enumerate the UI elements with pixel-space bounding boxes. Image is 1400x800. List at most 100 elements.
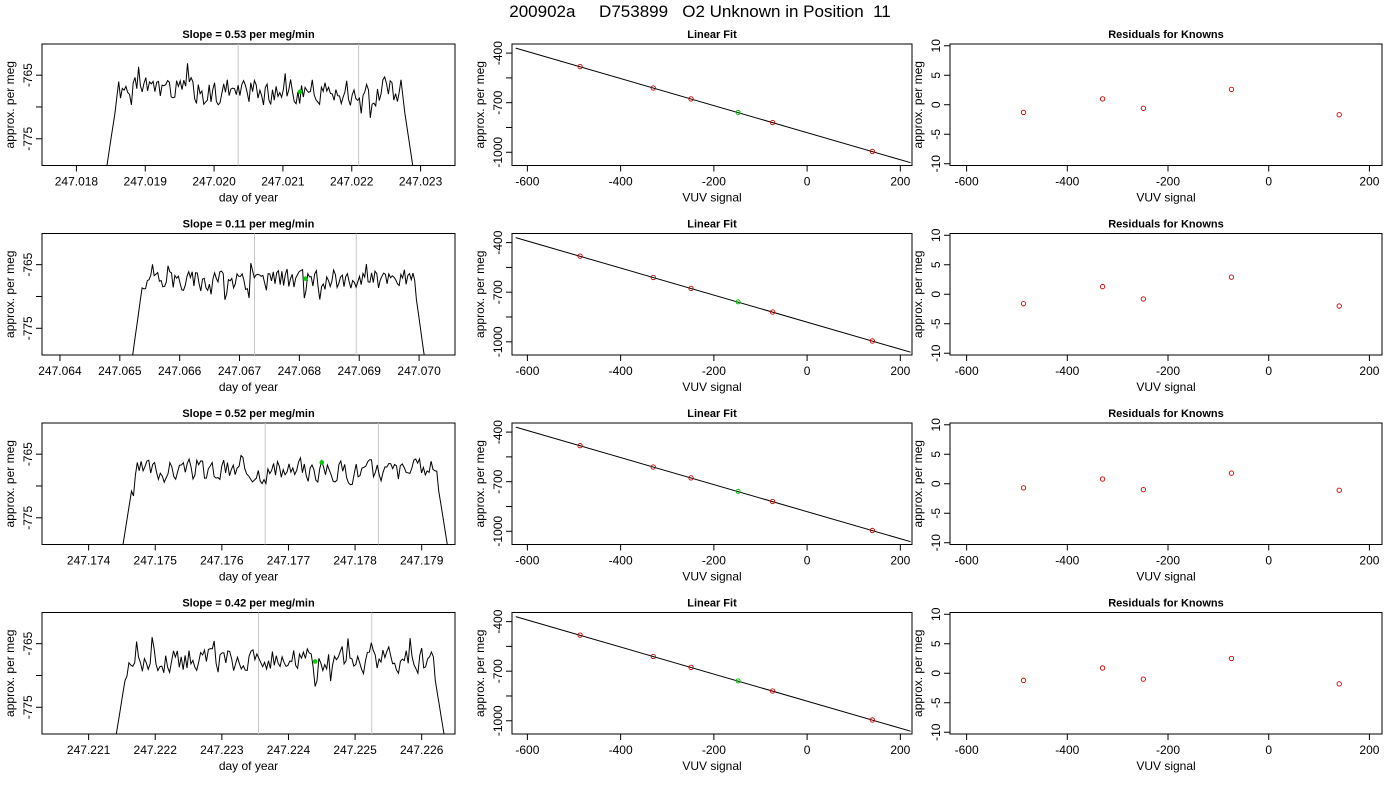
y-tick-label: -700 — [491, 280, 505, 304]
x-axis-label: VUV signal — [682, 759, 741, 773]
panel-r2-linear-fit: Linear Fit -600 -400 -200 0 200 VUV signal -400… — [473, 219, 913, 394]
x-axis-label: day of year — [219, 570, 278, 584]
y-tick-label: -775 — [21, 695, 35, 719]
y-tick-label: 0 — [929, 101, 943, 108]
panel-r1-timeseries: Slope = 0.53 per meg/min 247.018 247.019 24… — [3, 29, 456, 205]
x-tick-label: 247.224 — [267, 743, 311, 757]
unknown-point — [735, 488, 741, 494]
y-tick-label: -1000 — [491, 137, 505, 168]
plot-frame — [41, 422, 456, 545]
plot-area — [106, 44, 414, 166]
x-tick-label: 0 — [804, 175, 811, 189]
fit-line — [515, 47, 911, 164]
x-tick-label: 247.022 — [330, 175, 374, 189]
known-point — [1228, 655, 1235, 662]
known-point — [1336, 487, 1342, 493]
x-tick-label: -600 — [955, 743, 979, 757]
y-axis-label: approx. per meg — [473, 61, 487, 148]
x-tick-label: 247.174 — [67, 554, 111, 568]
known-point — [1099, 283, 1106, 290]
y-tick-label: -775 — [21, 126, 35, 150]
plot-frame — [949, 422, 1383, 545]
x-axis-label: VUV signal — [1136, 191, 1195, 205]
known-point — [688, 475, 694, 481]
x-tick-label: 0 — [804, 554, 811, 568]
panel-r1-residuals: Residuals for Knowns -600 -400 -200 0 200 VUV … — [911, 29, 1383, 205]
y-axis-label: approx. per meg — [3, 61, 17, 148]
known-point — [1336, 681, 1342, 687]
x-tick-label: 200 — [890, 743, 910, 757]
known-point — [1228, 86, 1235, 93]
known-point — [1020, 677, 1027, 683]
y-axis-label: approx. per meg — [911, 630, 925, 717]
x-tick-label: 247.066 — [158, 364, 202, 378]
x-tick-label: -200 — [702, 175, 726, 189]
fit-line — [515, 237, 911, 353]
panel-title: Slope = 0.11 per meg/min — [183, 219, 315, 231]
panel-title: Linear Fit — [687, 29, 737, 41]
signal-trace — [122, 454, 448, 545]
x-tick-label: 247.064 — [38, 364, 82, 378]
y-tick-label: 5 — [929, 261, 943, 268]
known-point — [577, 442, 583, 449]
x-tick-label: 247.176 — [200, 554, 244, 568]
known-point — [1020, 301, 1027, 307]
plot-area — [122, 423, 448, 545]
plot-frame — [949, 43, 1383, 166]
known-point — [769, 309, 776, 315]
signal-trace — [115, 637, 445, 734]
known-point — [650, 274, 656, 281]
y-tick-label: -5 — [929, 318, 943, 329]
y-axis-label: approx. per meg — [911, 61, 925, 148]
panel-r3-timeseries: Slope = 0.52 per meg/min 247.174 247.175 24… — [3, 408, 456, 584]
x-tick-label: -600 — [955, 364, 979, 378]
known-point — [869, 717, 876, 723]
y-tick-label: 10 — [929, 607, 943, 621]
x-tick-label: -600 — [515, 743, 539, 757]
x-tick-label: -400 — [609, 554, 633, 568]
x-tick-label: 247.067 — [218, 364, 262, 378]
x-tick-label: -200 — [1156, 364, 1180, 378]
known-point — [688, 285, 694, 292]
x-tick-label: 247.019 — [124, 175, 168, 189]
y-tick-label: -10 — [929, 155, 943, 173]
y-tick-label: -775 — [21, 505, 35, 529]
x-tick-label: 200 — [1359, 364, 1379, 378]
x-axis-label: VUV signal — [682, 191, 741, 205]
plot-area — [515, 237, 911, 353]
y-tick-label: -400 — [491, 420, 505, 444]
known-point — [869, 148, 876, 155]
x-axis-label: VUV signal — [682, 380, 741, 394]
panel-r1-linear-fit: Linear Fit -600 -400 -200 0 200 VUV signal -400… — [473, 29, 913, 205]
known-point — [577, 253, 583, 259]
y-tick-label: -5 — [929, 129, 943, 140]
x-tick-label: 247.023 — [399, 175, 443, 189]
x-tick-label: 200 — [1359, 554, 1379, 568]
x-tick-label: -200 — [1156, 743, 1180, 757]
panel-r2-residuals: Residuals for Knowns -600 -400 -200 0 200 VUV … — [911, 219, 1383, 394]
x-tick-label: 0 — [1265, 364, 1272, 378]
known-point — [769, 688, 776, 694]
known-point — [650, 464, 656, 470]
y-tick-label: -400 — [491, 230, 505, 254]
x-tick-label: 247.221 — [67, 743, 111, 757]
panel-title: Residuals for Knowns — [1108, 408, 1224, 420]
x-tick-label: 247.177 — [267, 554, 311, 568]
x-tick-label: 247.068 — [278, 364, 322, 378]
plot-area — [1020, 655, 1342, 687]
y-axis-label: approx. per meg — [473, 251, 487, 338]
x-tick-label: 247.021 — [261, 175, 305, 189]
fit-line — [515, 616, 911, 732]
y-tick-label: -5 — [929, 697, 943, 708]
x-tick-label: 0 — [804, 743, 811, 757]
fit-line — [515, 426, 911, 543]
y-tick-label: -700 — [491, 90, 505, 114]
x-tick-label: -600 — [515, 175, 539, 189]
plot-area — [132, 233, 425, 355]
y-axis-label: approx. per meg — [3, 251, 17, 338]
panel-r3-residuals: Residuals for Knowns -600 -400 -200 0 200 VUV … — [911, 408, 1383, 584]
plot-frame — [949, 612, 1383, 735]
known-point — [1020, 485, 1027, 491]
y-axis-label: approx. per meg — [3, 630, 17, 717]
